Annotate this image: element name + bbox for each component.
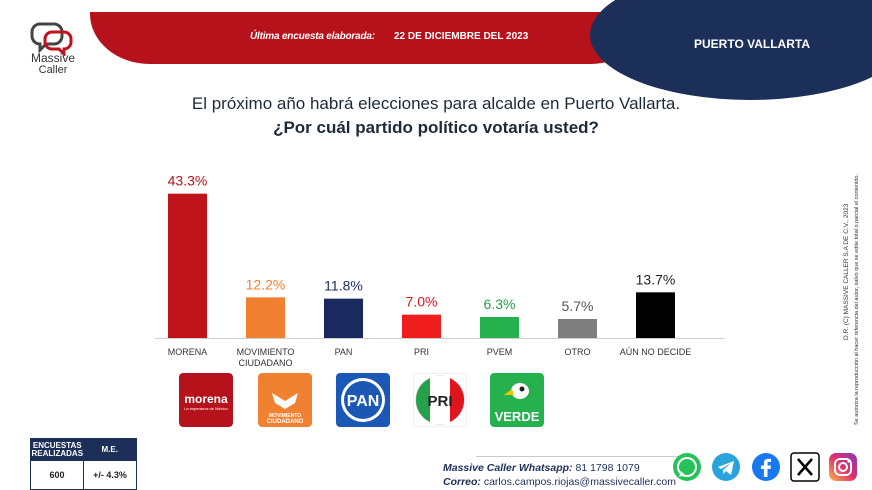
category-label-line: PRI xyxy=(414,347,429,357)
city-title: PUERTO VALLARTA xyxy=(694,37,810,51)
pvem-logo-icon: VERDE xyxy=(490,373,544,427)
copyright-note: D.R. (C) MASSIVE CALLER S.A DE C.V., 202… xyxy=(843,174,860,425)
email-address[interactable]: carlos.campos.riojas@massivecaller.com xyxy=(483,476,676,488)
mc-logo-text-1: MOVIMIENTO xyxy=(269,413,301,419)
movimiento-ciudadano-logo-icon: MOVIMIENTO CIUDADANO xyxy=(258,373,312,427)
value-label: 7.0% xyxy=(406,294,438,310)
bar-morena xyxy=(168,193,207,338)
category-label: PVEM xyxy=(487,347,513,357)
category-label: PRI xyxy=(414,347,429,357)
category-label-line: PAN xyxy=(335,347,353,357)
surveys-header: ENCUESTAS REALIZADAS xyxy=(31,441,84,458)
surveys-value: 600 xyxy=(31,461,84,489)
brand-name: Massive xyxy=(30,51,75,65)
category-label-line: MORENA xyxy=(168,347,208,357)
category-label: PAN xyxy=(335,347,353,357)
email-label: Correo: xyxy=(443,476,481,488)
pan-logo-text: PAN xyxy=(347,393,380,410)
value-label: 13.7% xyxy=(636,271,676,287)
facebook-icon[interactable] xyxy=(751,452,781,482)
whatsapp-icon[interactable] xyxy=(672,452,702,482)
bar-chart: 43.3% MORENA 12.2% MOVIMIENTO CIUDADANO 11.8%… xyxy=(155,173,725,368)
category-label: OTRO xyxy=(565,347,591,357)
whatsapp-label: Massive Caller Whatsapp: xyxy=(443,462,573,474)
category-label-line: MOVIMIENTO xyxy=(237,347,295,357)
pri-logo-icon: PRI xyxy=(413,373,467,427)
category-label: AÚN NO DECIDE xyxy=(620,347,692,357)
value-label: 11.8% xyxy=(324,278,363,294)
copyright-line-1: D.R. (C) MASSIVE CALLER S.A DE C.V., 202… xyxy=(843,203,850,340)
contact-email: Correo: carlos.campos.riojas@massivecall… xyxy=(443,476,676,488)
pan-logo-icon: PAN xyxy=(336,373,390,427)
morena-logo-sub: La esperanza de México xyxy=(184,406,228,411)
category-label-line: CIUDADANO xyxy=(238,358,292,368)
category-label-line: OTRO xyxy=(565,347,591,357)
mc-logo-text-2: CIUDADANO xyxy=(267,419,304,425)
whatsapp-number[interactable]: 81 1798 1079 xyxy=(575,462,640,474)
margin-value: +/- 4.3% xyxy=(93,470,127,480)
question-line-1: El próximo año habrá elecciones para alc… xyxy=(191,94,681,113)
value-label: 12.2% xyxy=(246,276,286,292)
instagram-icon[interactable] xyxy=(828,452,858,482)
value-label: 5.7% xyxy=(562,298,594,314)
brand-name-2: Caller xyxy=(38,64,68,76)
massive-caller-logo-icon xyxy=(30,22,73,56)
bar-pan xyxy=(324,298,363,338)
contact-divider xyxy=(476,456,686,457)
bar-a-n-no-decide xyxy=(636,292,675,338)
survey-info-table: ENCUESTAS REALIZADAS M.E. 600 +/- 4.3% xyxy=(30,438,137,490)
value-label: 43.3% xyxy=(168,173,208,189)
bar-otro xyxy=(558,319,597,338)
copyright-line-2: Se autoriza la reproducción al hacer ref… xyxy=(854,174,860,425)
margin-header: M.E. xyxy=(101,445,118,454)
value-label: 6.3% xyxy=(484,296,516,312)
bar-pvem xyxy=(480,317,519,338)
bar-pri xyxy=(402,314,441,338)
category-label: MORENA xyxy=(168,347,208,357)
morena-logo-icon: morena La esperanza de México xyxy=(179,373,233,427)
contact-whatsapp: Massive Caller Whatsapp: 81 1798 1079 xyxy=(443,462,640,474)
x-icon[interactable] xyxy=(790,452,820,482)
pri-logo-text: PRI xyxy=(427,393,452,410)
survey-date: 22 DE DICIEMBRE DEL 2023 xyxy=(394,31,529,42)
morena-logo-text: morena xyxy=(184,392,228,406)
question-line-2: ¿Por cuál partido político votaría usted… xyxy=(273,118,599,137)
survey-date-label: Última encuesta elaborada: xyxy=(250,31,375,42)
header-banner-red xyxy=(90,12,650,64)
category-label-line: PVEM xyxy=(487,347,513,357)
bar-movimiento-ciudadano xyxy=(246,297,285,338)
pvem-logo-text: VERDE xyxy=(495,409,540,424)
category-label-line: AÚN NO DECIDE xyxy=(620,347,692,357)
category-label: MOVIMIENTO CIUDADANO xyxy=(237,347,295,368)
telegram-icon[interactable] xyxy=(711,452,741,482)
